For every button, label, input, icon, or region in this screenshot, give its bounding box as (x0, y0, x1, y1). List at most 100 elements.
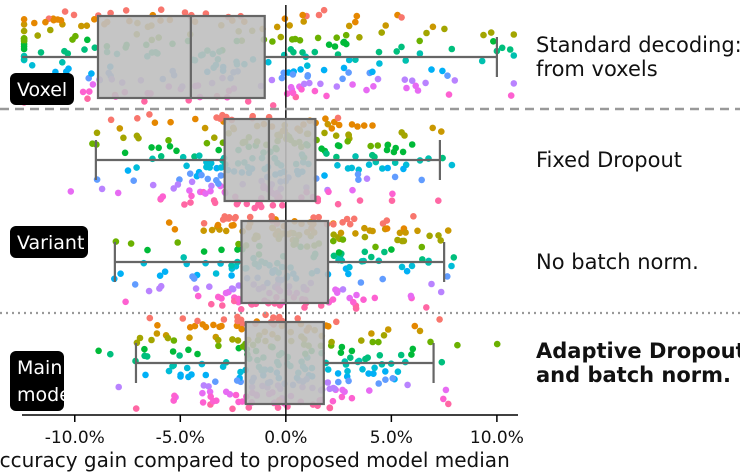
strip-point (185, 346, 192, 354)
strip-point (418, 243, 426, 251)
strip-point (183, 162, 190, 170)
strip-point (506, 46, 514, 53)
strip-point (134, 115, 141, 122)
strip-point (416, 50, 424, 57)
strip-point (337, 349, 345, 357)
strip-point (330, 221, 337, 228)
strip-point (180, 254, 187, 261)
strip-point (98, 185, 106, 193)
strip-point (194, 317, 201, 325)
strip-point (368, 253, 375, 261)
strip-point (298, 86, 305, 93)
group-badge-1: Voxel (10, 73, 74, 105)
strip-point (300, 80, 308, 88)
strip-point (329, 397, 337, 405)
strip-point (217, 164, 225, 171)
strip-point (176, 352, 183, 359)
strip-point (154, 322, 161, 329)
strip-point (131, 281, 139, 288)
strip-point (114, 189, 122, 197)
strip-point (376, 60, 383, 67)
strip-point (299, 11, 307, 19)
strip-point (192, 115, 199, 123)
strip-point (435, 197, 442, 204)
strip-point (335, 378, 342, 386)
badge-background (10, 73, 74, 105)
strip-point (363, 86, 370, 94)
box-plot-row-3 (113, 219, 446, 305)
strip-point (346, 263, 353, 271)
x-tick-label: -10.0% (45, 428, 105, 448)
strip-point (348, 347, 356, 355)
strip-point (304, 62, 311, 69)
strip-point (326, 404, 334, 412)
strip-point (478, 57, 486, 65)
strip-point (375, 257, 383, 265)
strip-point (219, 363, 227, 371)
strip-point (384, 326, 392, 333)
strip-point (207, 393, 214, 401)
strip-point (330, 231, 338, 238)
strip-point (229, 336, 236, 343)
strip-point (122, 298, 129, 306)
strip-point (374, 75, 382, 83)
strip-point (141, 345, 148, 353)
strip-point (437, 288, 445, 296)
strip-point (422, 79, 429, 87)
strip-point (217, 172, 225, 179)
strip-point (321, 129, 328, 137)
strip-point (84, 95, 91, 102)
strip-point (186, 187, 193, 194)
box-plot-row-4 (134, 320, 435, 406)
strip-point (349, 81, 356, 88)
strip-point (357, 279, 365, 286)
strip-point (399, 148, 407, 156)
strip-point (402, 229, 409, 236)
strip-point (423, 29, 430, 37)
strip-point (370, 370, 377, 378)
strip-point (328, 338, 335, 346)
strip-point (352, 153, 359, 160)
strip-point (401, 76, 409, 83)
strip-point (369, 151, 376, 159)
strip-point (37, 49, 45, 56)
strip-point (148, 144, 155, 151)
strip-point (396, 229, 404, 237)
strip-point (356, 34, 363, 41)
strip-point (375, 338, 382, 346)
strip-point (311, 48, 319, 56)
strip-point (122, 7, 130, 14)
strip-point (244, 98, 252, 105)
strip-point (348, 394, 356, 402)
strip-point (174, 239, 181, 246)
strip-point (334, 114, 342, 122)
strip-point (335, 121, 343, 129)
strip-point (411, 322, 419, 330)
strip-point (200, 220, 208, 227)
strip-point (346, 220, 354, 228)
row-labels: Standard decoding:from voxels Fixed Dropo… (536, 33, 740, 387)
strip-point (262, 311, 269, 319)
group-separators (0, 107, 740, 315)
strip-point (428, 280, 435, 288)
strip-point (382, 22, 390, 29)
strip-point (228, 285, 236, 292)
strip-point (145, 287, 153, 295)
strip-point (451, 77, 459, 84)
row-label-4: Adaptive Dropout (536, 339, 740, 363)
strip-point (345, 377, 352, 385)
strip-point (334, 200, 342, 208)
strip-point (283, 90, 291, 97)
strip-point (198, 171, 205, 179)
strip-point (215, 342, 222, 350)
strip-point (185, 373, 192, 381)
strip-point (278, 74, 286, 82)
strip-point (28, 62, 36, 69)
strip-point (398, 263, 406, 271)
strip-point (352, 305, 360, 312)
strip-point (226, 391, 234, 398)
strip-point (407, 292, 415, 300)
box-plots (22, 5, 498, 415)
strip-point (155, 144, 162, 152)
strip-point (220, 316, 228, 323)
